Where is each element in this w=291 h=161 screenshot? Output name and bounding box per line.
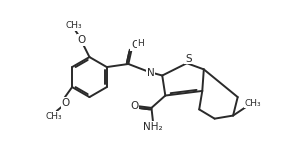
Text: S: S — [185, 54, 192, 64]
Text: N: N — [147, 68, 155, 78]
Text: O: O — [130, 101, 139, 111]
Text: CH₃: CH₃ — [245, 99, 261, 108]
Text: H: H — [137, 39, 144, 48]
Text: O: O — [131, 40, 139, 50]
Text: CH₃: CH₃ — [45, 112, 62, 121]
Text: CH₃: CH₃ — [66, 21, 82, 30]
Text: NH₂: NH₂ — [143, 122, 163, 132]
Text: O: O — [78, 35, 86, 45]
Text: O: O — [62, 98, 70, 108]
